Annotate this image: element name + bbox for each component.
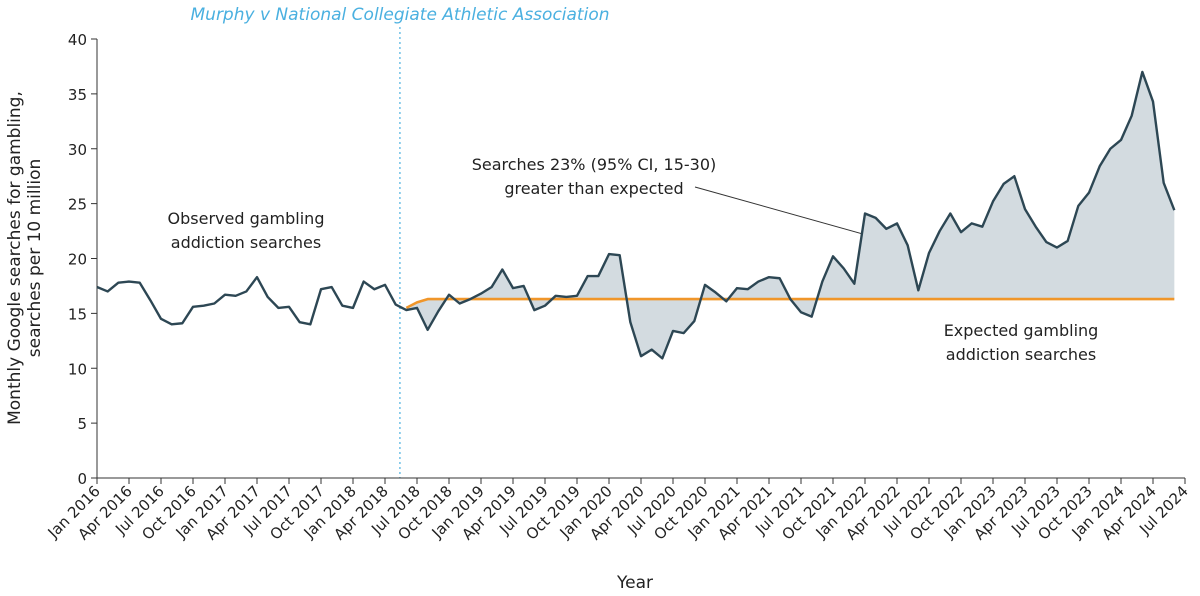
y-tick-label: 15 bbox=[68, 305, 87, 323]
event-label: Murphy v National Collegiate Athletic As… bbox=[191, 5, 610, 25]
y-tick-label: 20 bbox=[68, 251, 87, 269]
annotation: greater than expected bbox=[504, 179, 683, 198]
excess-area bbox=[406, 71, 1175, 359]
y-axis-label-line: searches per 10 million bbox=[25, 159, 45, 358]
series-line bbox=[96, 70, 1176, 360]
y-tick-label: 30 bbox=[68, 141, 87, 159]
annotation: addiction searches bbox=[171, 233, 321, 252]
y-tick-label: 10 bbox=[68, 360, 87, 378]
y-axis-label: Monthly Google searches for gambling, se… bbox=[5, 91, 45, 425]
y-tick-label: 35 bbox=[68, 86, 87, 104]
annotation: addiction searches bbox=[946, 345, 1096, 364]
annotation: Searches 23% (95% CI, 15-30) bbox=[472, 155, 717, 174]
annotation: Expected gambling bbox=[944, 321, 1099, 340]
y-tick-label: 40 bbox=[68, 31, 87, 49]
x-axis-label: Year bbox=[616, 573, 653, 593]
annotation: Observed gambling bbox=[168, 209, 325, 228]
y-tick-label: 0 bbox=[77, 470, 87, 488]
y-axis-label-line: Monthly Google searches for gambling, bbox=[5, 91, 25, 425]
y-tick-label: 25 bbox=[68, 196, 87, 214]
y-tick-label: 5 bbox=[77, 415, 87, 433]
